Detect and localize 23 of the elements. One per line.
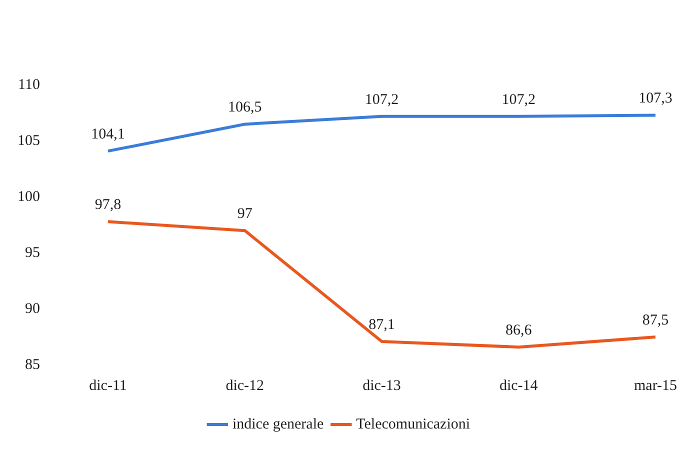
x-tick-label: mar-15 xyxy=(634,378,677,394)
y-tick-label: 85 xyxy=(25,356,40,373)
data-label: 107,2 xyxy=(502,92,536,108)
data-label: 97 xyxy=(237,206,253,222)
y-tick-label: 110 xyxy=(18,76,40,93)
y-tick-label: 100 xyxy=(18,188,40,205)
data-label: 104,1 xyxy=(91,126,125,143)
x-tick-label: dic-14 xyxy=(499,378,538,394)
data-label: 97,8 xyxy=(94,197,122,214)
legend-label: indice generale xyxy=(232,416,324,432)
y-tick-label: 90 xyxy=(25,300,40,317)
data-label: 107,2 xyxy=(364,92,399,108)
data-label: 87,1 xyxy=(368,316,395,333)
x-tick-label: dic-13 xyxy=(362,378,401,394)
x-tick-label: dic-12 xyxy=(226,378,264,394)
y-tick-label: 105 xyxy=(18,132,40,149)
data-label: 107,3 xyxy=(638,90,672,107)
data-label: 106,5 xyxy=(228,100,262,116)
data-label: 87,5 xyxy=(642,312,669,328)
x-tick-label: dic-11 xyxy=(89,378,127,394)
y-tick-label: 95 xyxy=(25,244,40,261)
data-label: 86,6 xyxy=(505,322,532,339)
legend-label: Telecomunicazioni xyxy=(356,416,470,432)
